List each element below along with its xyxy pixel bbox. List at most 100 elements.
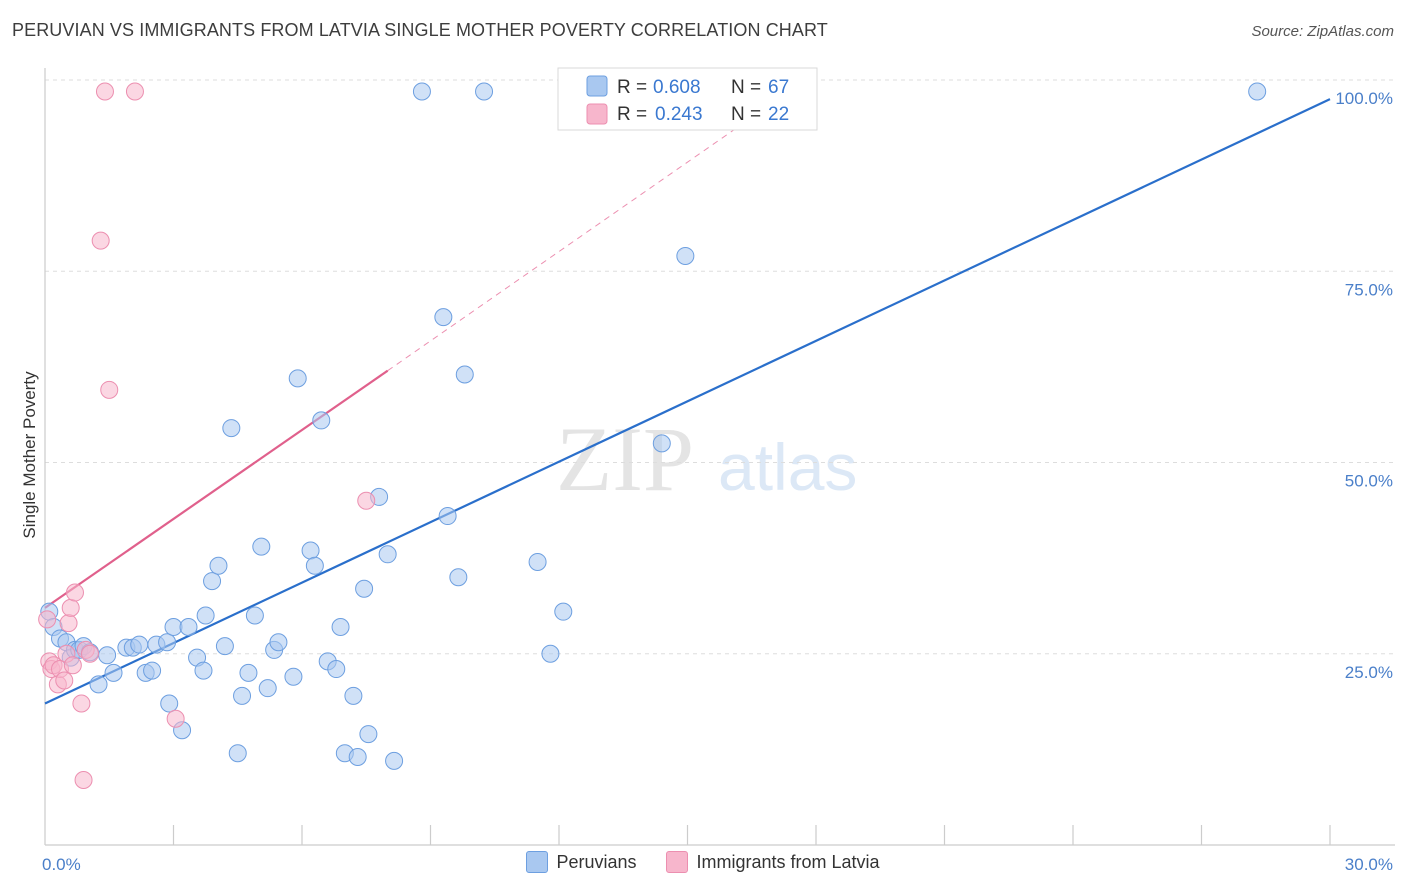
- point-peruvians-33: [245, 606, 264, 625]
- point-peruvians-55: [434, 308, 453, 327]
- point-peruvians-10: [98, 646, 117, 665]
- legend-swatch-peruvians: [586, 75, 608, 97]
- point-peruvians-16: [143, 661, 162, 680]
- point-peruvians-9: [89, 675, 108, 694]
- watermark-atlas: atlas: [718, 430, 857, 504]
- point-peruvians-44: [327, 660, 346, 679]
- point-latvia-0: [38, 610, 57, 629]
- point-latvia-9: [61, 598, 80, 617]
- trendline-latvia-extension: [387, 87, 795, 372]
- point-peruvians-18: [158, 633, 177, 652]
- legend-swatch-peruvians-bottom: [526, 851, 549, 873]
- bottom-legend: Peruvians Immigrants from Latvia: [0, 851, 1406, 873]
- point-peruvians-59: [475, 82, 494, 101]
- gridlines: [45, 79, 1395, 655]
- legend-label-latvia: Immigrants from Latvia: [696, 851, 880, 872]
- point-peruvians-48: [348, 748, 367, 767]
- watermark-zip: ZIP: [556, 408, 694, 510]
- y-axis-label: Single Mother Poverty: [20, 371, 39, 539]
- tick-labels: 25.0% 50.0% 75.0% 100.0% 0.0% 30.0%: [42, 89, 1393, 874]
- trendline-peruvians: [44, 98, 1331, 705]
- point-peruvians-39: [288, 369, 307, 388]
- point-latvia-11: [65, 583, 84, 602]
- point-peruvians-28: [215, 637, 234, 656]
- chart-title: PERUVIAN VS IMMIGRANTS FROM LATVIA SINGL…: [12, 20, 828, 40]
- legend-r-value-latvia: 0.243: [655, 104, 703, 125]
- legend-item-peruvians: Peruvians: [526, 851, 636, 873]
- legend-n-label-1: N =: [731, 77, 761, 98]
- point-peruvians-45: [331, 617, 350, 636]
- point-peruvians-53: [385, 751, 404, 770]
- point-peruvians-52: [378, 545, 397, 564]
- point-latvia-8: [59, 614, 78, 633]
- point-peruvians-25: [196, 606, 215, 625]
- legend-n-value-latvia: 22: [768, 104, 789, 125]
- point-peruvians-61: [541, 644, 560, 663]
- legend-r-label-2: R =: [617, 104, 647, 125]
- point-peruvians-56: [438, 507, 457, 526]
- legend-n-label-2: N =: [731, 104, 761, 125]
- point-peruvians-50: [359, 725, 378, 744]
- point-peruvians-32: [239, 663, 258, 682]
- y-tick-label-2: 75.0%: [1345, 280, 1393, 299]
- point-peruvians-35: [258, 679, 277, 698]
- legend-r-value-peruvians: 0.608: [653, 77, 701, 98]
- point-peruvians-22: [179, 617, 198, 636]
- point-latvia-16: [91, 231, 110, 250]
- legend-swatch-latvia: [586, 103, 608, 125]
- y-tick-label-0: 25.0%: [1345, 663, 1393, 682]
- point-peruvians-40: [301, 541, 320, 560]
- point-peruvians-60: [528, 552, 547, 571]
- point-latvia-18: [100, 380, 119, 399]
- point-latvia-20: [166, 709, 185, 728]
- data-points: [38, 82, 1267, 789]
- point-peruvians-57: [449, 568, 468, 587]
- axes: [44, 68, 1395, 846]
- point-latvia-12: [72, 694, 91, 713]
- point-latvia-10: [63, 656, 82, 675]
- point-peruvians-38: [284, 667, 303, 686]
- point-peruvians-11: [104, 663, 123, 682]
- point-peruvians-30: [228, 744, 247, 763]
- legend-label-peruvians: Peruvians: [556, 851, 637, 872]
- point-peruvians-47: [344, 686, 363, 705]
- point-peruvians-37: [269, 633, 288, 652]
- point-peruvians-54: [412, 82, 431, 101]
- point-peruvians-34: [252, 537, 271, 556]
- legend-item-latvia: Immigrants from Latvia: [666, 851, 880, 873]
- point-latvia-13: [74, 770, 93, 789]
- legend-swatch-latvia-bottom: [666, 851, 689, 873]
- point-latvia-17: [95, 82, 114, 101]
- point-latvia-15: [80, 644, 99, 663]
- y-tick-label-1: 50.0%: [1345, 472, 1393, 491]
- source-label: Source: ZipAtlas.com: [1251, 23, 1394, 40]
- trendlines: [44, 87, 1331, 705]
- point-peruvians-24: [194, 661, 213, 680]
- point-peruvians-64: [676, 246, 695, 265]
- trendline-latvia: [44, 369, 389, 609]
- point-peruvians-26: [203, 572, 222, 591]
- point-peruvians-31: [233, 686, 252, 705]
- point-latvia-19: [125, 82, 144, 101]
- point-peruvians-49: [355, 579, 374, 598]
- y-tick-label-3: 100.0%: [1335, 89, 1393, 108]
- x-tick-label-0: 0.0%: [42, 855, 81, 874]
- point-peruvians-65: [1248, 82, 1267, 101]
- point-peruvians-63: [652, 434, 671, 453]
- point-peruvians-20: [164, 617, 183, 636]
- point-peruvians-41: [305, 556, 324, 575]
- point-peruvians-42: [312, 411, 331, 430]
- legend-r-label-1: R =: [617, 77, 647, 98]
- correlation-legend: R = 0.608 N = 67 R = 0.243 N = 22: [557, 67, 818, 131]
- point-peruvians-58: [455, 365, 474, 384]
- point-peruvians-27: [209, 556, 228, 575]
- legend-n-value-peruvians: 67: [768, 77, 789, 98]
- point-peruvians-62: [554, 602, 573, 621]
- point-peruvians-29: [222, 419, 241, 438]
- point-peruvians-14: [130, 635, 149, 654]
- x-tick-label-1: 30.0%: [1345, 855, 1393, 874]
- point-latvia-6: [55, 671, 74, 690]
- point-peruvians-19: [160, 694, 179, 713]
- point-latvia-21: [357, 491, 376, 510]
